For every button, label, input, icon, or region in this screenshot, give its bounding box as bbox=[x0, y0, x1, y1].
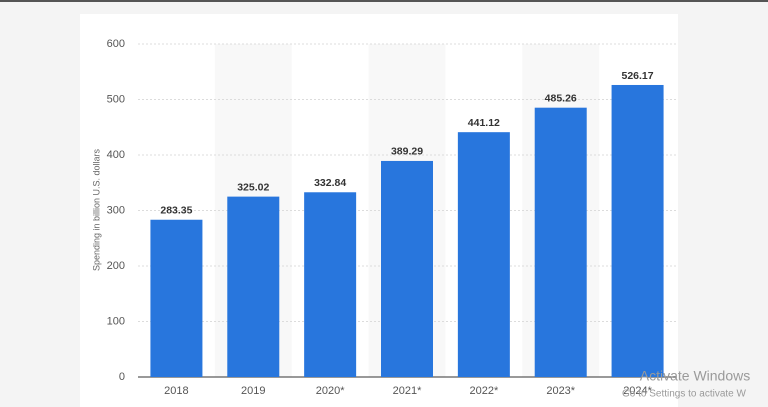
bar bbox=[534, 107, 587, 378]
watermark-subtitle: Go to Settings to activate W bbox=[622, 389, 747, 400]
bar bbox=[227, 196, 280, 377]
x-tick-label: 2020* bbox=[316, 385, 345, 397]
top-edge bbox=[0, 0, 768, 2]
value-label: 526.17 bbox=[622, 70, 654, 82]
y-tick-label: 600 bbox=[107, 38, 125, 50]
x-tick-label: 2018 bbox=[164, 385, 188, 397]
value-label: 332.84 bbox=[314, 177, 346, 189]
watermark-title: Activate Windows bbox=[640, 368, 750, 384]
x-tick-label: 2024* bbox=[623, 385, 652, 397]
value-label: 389.29 bbox=[391, 146, 423, 158]
y-tick-label: 500 bbox=[107, 93, 125, 105]
x-tick-label: 2022* bbox=[469, 385, 498, 397]
value-label: 283.35 bbox=[160, 205, 192, 217]
x-tick-label: 2021* bbox=[393, 385, 422, 397]
bar bbox=[457, 132, 510, 377]
bar bbox=[150, 219, 203, 377]
bar bbox=[381, 160, 433, 377]
x-tick-label: 2019 bbox=[241, 385, 265, 397]
y-tick-label: 300 bbox=[107, 204, 125, 216]
y-tick-label: 200 bbox=[107, 260, 125, 272]
y-tick-label: 100 bbox=[107, 315, 125, 327]
value-label: 325.02 bbox=[237, 181, 269, 193]
y-tick-label: 0 bbox=[119, 371, 125, 383]
bar bbox=[611, 84, 664, 377]
value-label: 441.12 bbox=[468, 117, 500, 129]
x-tick-label: 2023* bbox=[546, 385, 575, 397]
value-label: 485.26 bbox=[545, 92, 577, 104]
y-tick-label: 400 bbox=[107, 149, 125, 161]
bar bbox=[304, 192, 357, 377]
y-axis-label: Spending in billion U.S. dollars bbox=[91, 148, 101, 271]
